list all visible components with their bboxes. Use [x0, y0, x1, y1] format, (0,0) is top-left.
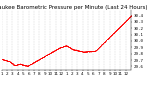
- Title: Milwaukee Barometric Pressure per Minute (Last 24 Hours): Milwaukee Barometric Pressure per Minute…: [0, 5, 147, 10]
